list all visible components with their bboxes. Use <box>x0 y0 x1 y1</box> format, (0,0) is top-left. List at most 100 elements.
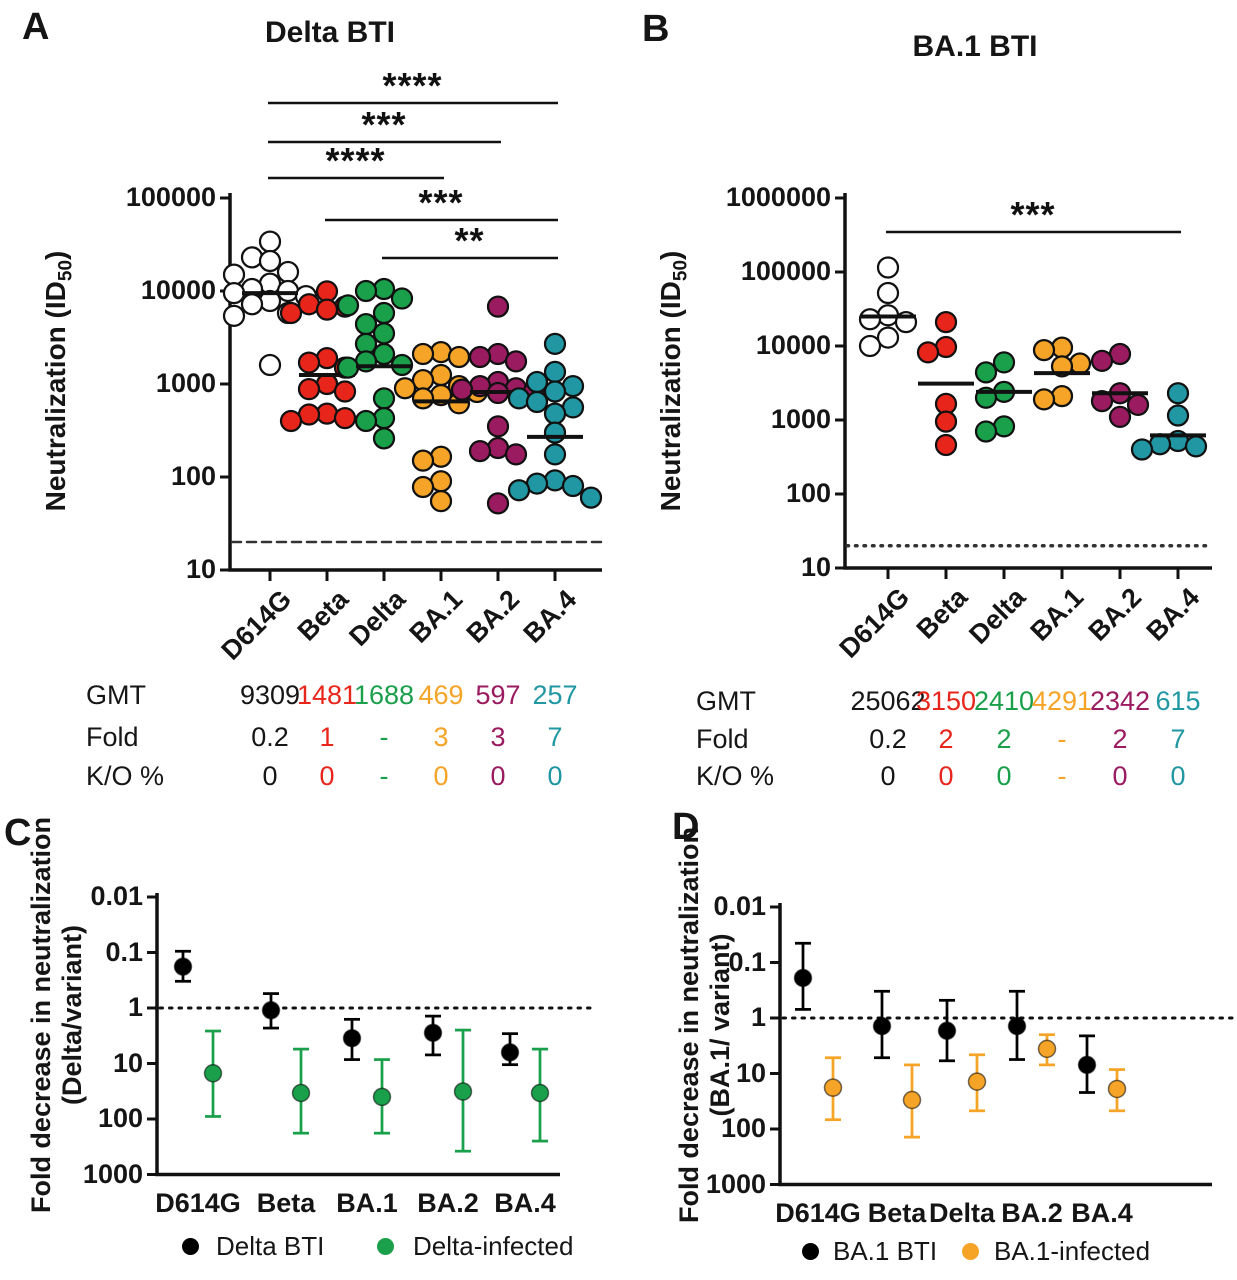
legend-marker-delta-infected <box>377 1238 394 1255</box>
table-value: 0 <box>996 761 1012 791</box>
data-point-Beta <box>333 380 357 403</box>
panel-letter-a: A <box>22 6 50 48</box>
data-point-BA.4 <box>507 479 531 502</box>
table-value: 3 <box>490 722 506 752</box>
data-point-BA.2 <box>504 443 528 466</box>
data-point-BA.1 <box>1032 338 1056 362</box>
mean-point-BA.4 <box>530 1083 550 1103</box>
y-tick-label: 0.01 <box>713 891 766 921</box>
data-point-BA.2 <box>486 492 510 515</box>
data-point-BA.2 <box>1090 389 1114 413</box>
data-point-BA.4 <box>525 390 549 414</box>
data-point-BA.4 <box>507 387 531 410</box>
mean-point-D614G <box>823 1078 843 1097</box>
y-label-text: Neutralization (ID <box>655 281 686 512</box>
table-value: - <box>1057 724 1067 754</box>
x-tick-label: Beta <box>867 1198 927 1228</box>
y-tick-label: 100 <box>97 1103 143 1133</box>
table-value: 0 <box>433 761 449 791</box>
table-value: 0 <box>319 761 335 791</box>
table-row-label: Fold <box>86 722 139 752</box>
data-point-D614G <box>858 334 882 358</box>
table-value: 9309 <box>239 680 301 710</box>
mean-point-BA.4 <box>500 1043 520 1062</box>
y-label-subscript: 50 <box>670 259 692 282</box>
x-tick-label: BA.2 <box>417 1188 479 1218</box>
data-point-BA.4 <box>543 402 567 425</box>
y-tick-label: 0.1 <box>728 946 766 977</box>
y-tick-label: 10 <box>735 1057 766 1088</box>
axis-line <box>778 903 1212 1187</box>
y-tick-label: 10 <box>185 554 216 584</box>
table-value: 3 <box>433 722 449 752</box>
data-point-D614G <box>876 281 900 305</box>
data-point-D614G <box>258 353 282 377</box>
mean-point-BA.1 <box>372 1087 392 1107</box>
table-value: 4291 <box>1031 686 1093 716</box>
data-point-Delta <box>992 351 1016 374</box>
data-point-BA.4 <box>1184 435 1208 458</box>
table-value: 0 <box>262 761 278 791</box>
mean-point-D614G <box>203 1064 223 1083</box>
data-point-BA.4 <box>543 332 567 356</box>
panel-a-title: Delta BTI <box>264 16 396 49</box>
data-point-Delta <box>354 279 378 303</box>
data-point-Delta <box>390 287 414 310</box>
y-tick-label: 100 <box>785 478 831 508</box>
data-point-D614G <box>258 230 282 253</box>
table-value: 2 <box>996 724 1012 754</box>
data-point-D614G <box>222 304 246 328</box>
legend-label-ba1-infected: BA.1-infected <box>994 1236 1151 1266</box>
y-tick-label: 100 <box>170 461 216 491</box>
y-tick-label: 1000 <box>155 368 216 398</box>
data-point-Delta <box>372 277 396 301</box>
data-point-BA.2 <box>1108 405 1132 429</box>
significance-label: ** <box>454 220 485 261</box>
data-point-Delta <box>992 415 1016 438</box>
data-point-BA.1 <box>429 490 453 513</box>
data-point-BA.1 <box>1050 385 1074 408</box>
table-value: 0 <box>490 761 506 791</box>
data-point-D614G <box>240 246 264 269</box>
y-label-suffix: ) <box>655 250 686 260</box>
table-row-label: GMT <box>86 680 146 710</box>
data-point-Delta <box>974 361 998 384</box>
panel-b-y-axis-label: Neutralization (ID50) <box>655 161 695 601</box>
data-point-D614G <box>276 279 300 303</box>
mean-point-Beta <box>872 1016 892 1036</box>
mean-point-BA.2 <box>453 1082 473 1101</box>
table-value: 2 <box>938 724 954 754</box>
y-tick-label: 1000000 <box>725 182 831 212</box>
table-value: 25062 <box>850 686 926 716</box>
y-tick-label: 1 <box>127 992 143 1022</box>
data-point-Beta <box>315 298 339 321</box>
data-point-BA.2 <box>486 295 510 318</box>
data-point-BA.1 <box>411 475 435 499</box>
significance-label: **** <box>325 140 386 181</box>
data-point-D614G <box>222 263 246 286</box>
data-point-Delta <box>372 322 396 345</box>
data-point-D614G <box>876 256 900 279</box>
table-value: 0.2 <box>869 724 907 754</box>
panel-a-y-axis-label: Neutralization (ID50) <box>40 161 80 601</box>
mean-point-D614G <box>173 957 193 976</box>
x-tick-label: D614G <box>155 1188 241 1218</box>
table-value: 0 <box>880 761 896 791</box>
data-point-BA.1 <box>411 449 435 472</box>
legend-marker-ba1-infected <box>962 1243 979 1260</box>
data-point-BA.2 <box>468 345 492 369</box>
y-label-subscript: 50 <box>55 259 77 282</box>
table-value: 469 <box>418 680 464 710</box>
data-point-Delta <box>354 409 378 433</box>
significance-label: *** <box>1010 194 1056 235</box>
y-label-text: Neutralization (ID <box>40 281 71 512</box>
x-tick-label: Delta <box>928 1198 996 1228</box>
table-value: 615 <box>1155 686 1201 716</box>
y-tick-label: 100000 <box>125 182 216 212</box>
y-tick-label: 100 <box>720 1113 766 1143</box>
y-tick-label: 1 <box>750 1002 766 1032</box>
table-value: 2342 <box>1089 686 1151 716</box>
x-tick-label: BA.2 <box>1001 1198 1063 1228</box>
y-tick-label: 10 <box>112 1047 143 1078</box>
